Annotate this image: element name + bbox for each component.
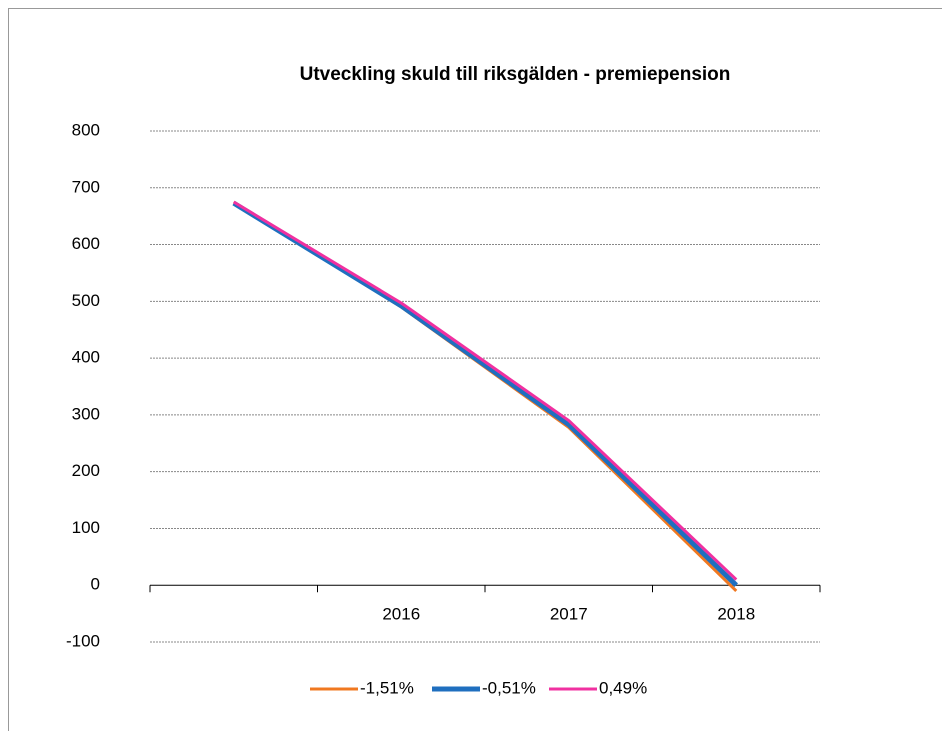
series-line — [232, 200, 738, 581]
x-tick-label: 2016 — [382, 605, 420, 624]
y-tick-label: 500 — [72, 291, 100, 310]
series-line — [232, 200, 738, 588]
y-tick-label: 0 — [91, 575, 100, 594]
y-tick-label: 200 — [72, 461, 100, 480]
legend-label: -1,51% — [360, 678, 414, 697]
y-tick-label: 800 — [72, 120, 100, 139]
legend-label: 0,49% — [599, 678, 647, 697]
y-tick-label: 600 — [72, 234, 100, 253]
y-tick-label: 100 — [72, 518, 100, 537]
chart-title: Utveckling skuld till riksgälden - premi… — [300, 64, 731, 85]
y-tick-label: -100 — [66, 631, 100, 650]
series-line — [232, 200, 738, 592]
x-tick-label: 2017 — [550, 605, 588, 624]
y-tick-label: 300 — [72, 404, 100, 423]
x-tick-label: 2018 — [717, 605, 755, 624]
y-tick-label: 400 — [72, 348, 100, 367]
legend-label: -0,51% — [482, 678, 536, 697]
y-tick-label: 700 — [72, 177, 100, 196]
